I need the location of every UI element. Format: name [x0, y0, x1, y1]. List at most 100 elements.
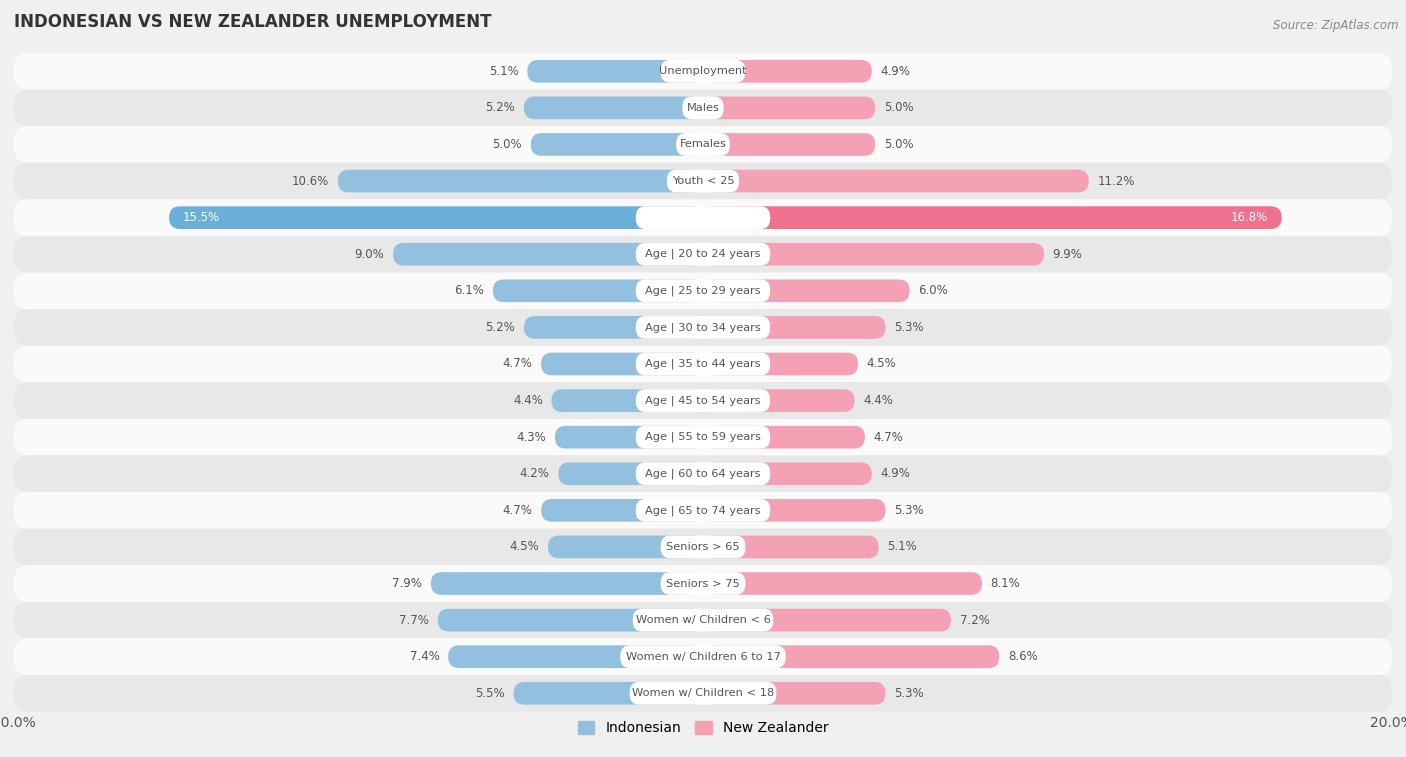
- Text: 4.7%: 4.7%: [502, 357, 533, 370]
- Text: 16.8%: 16.8%: [1230, 211, 1268, 224]
- FancyBboxPatch shape: [630, 682, 776, 705]
- FancyBboxPatch shape: [531, 133, 703, 156]
- FancyBboxPatch shape: [14, 236, 1392, 273]
- FancyBboxPatch shape: [703, 279, 910, 302]
- FancyBboxPatch shape: [527, 60, 703, 83]
- Text: 6.0%: 6.0%: [918, 285, 948, 298]
- Text: Youth < 25: Youth < 25: [672, 176, 734, 186]
- FancyBboxPatch shape: [337, 170, 703, 192]
- FancyBboxPatch shape: [551, 389, 703, 412]
- FancyBboxPatch shape: [703, 97, 875, 119]
- Text: 5.2%: 5.2%: [485, 101, 515, 114]
- FancyBboxPatch shape: [14, 89, 1392, 126]
- FancyBboxPatch shape: [703, 646, 1000, 668]
- FancyBboxPatch shape: [541, 353, 703, 375]
- Text: 5.2%: 5.2%: [485, 321, 515, 334]
- Text: 5.3%: 5.3%: [894, 321, 924, 334]
- Text: 5.5%: 5.5%: [475, 687, 505, 699]
- FancyBboxPatch shape: [703, 609, 950, 631]
- Text: Age | 45 to 54 years: Age | 45 to 54 years: [645, 395, 761, 406]
- FancyBboxPatch shape: [494, 279, 703, 302]
- FancyBboxPatch shape: [14, 309, 1392, 346]
- Text: INDONESIAN VS NEW ZEALANDER UNEMPLOYMENT: INDONESIAN VS NEW ZEALANDER UNEMPLOYMENT: [14, 13, 492, 31]
- FancyBboxPatch shape: [548, 536, 703, 558]
- FancyBboxPatch shape: [636, 243, 770, 266]
- Text: 4.9%: 4.9%: [880, 467, 910, 480]
- Text: 4.2%: 4.2%: [520, 467, 550, 480]
- Text: 6.1%: 6.1%: [454, 285, 484, 298]
- FancyBboxPatch shape: [14, 638, 1392, 675]
- FancyBboxPatch shape: [703, 682, 886, 705]
- FancyBboxPatch shape: [633, 609, 773, 631]
- FancyBboxPatch shape: [14, 126, 1392, 163]
- FancyBboxPatch shape: [703, 316, 886, 338]
- Text: Source: ZipAtlas.com: Source: ZipAtlas.com: [1274, 19, 1399, 32]
- FancyBboxPatch shape: [703, 207, 1282, 229]
- Text: Age | 60 to 64 years: Age | 60 to 64 years: [645, 469, 761, 479]
- Text: Age | 65 to 74 years: Age | 65 to 74 years: [645, 505, 761, 516]
- Text: Seniors > 75: Seniors > 75: [666, 578, 740, 588]
- FancyBboxPatch shape: [513, 682, 703, 705]
- FancyBboxPatch shape: [703, 536, 879, 558]
- FancyBboxPatch shape: [14, 565, 1392, 602]
- Text: 4.7%: 4.7%: [502, 504, 533, 517]
- FancyBboxPatch shape: [620, 646, 786, 668]
- FancyBboxPatch shape: [14, 163, 1392, 199]
- FancyBboxPatch shape: [14, 602, 1392, 638]
- Text: 5.1%: 5.1%: [489, 65, 519, 78]
- Text: Age | 30 to 34 years: Age | 30 to 34 years: [645, 322, 761, 332]
- Text: Age | 25 to 29 years: Age | 25 to 29 years: [645, 285, 761, 296]
- FancyBboxPatch shape: [703, 572, 981, 595]
- Legend: Indonesian, New Zealander: Indonesian, New Zealander: [572, 716, 834, 741]
- FancyBboxPatch shape: [676, 133, 730, 156]
- Text: Age | 35 to 44 years: Age | 35 to 44 years: [645, 359, 761, 369]
- FancyBboxPatch shape: [661, 572, 745, 595]
- Text: 5.0%: 5.0%: [884, 138, 914, 151]
- FancyBboxPatch shape: [392, 243, 703, 266]
- FancyBboxPatch shape: [555, 426, 703, 448]
- FancyBboxPatch shape: [14, 382, 1392, 419]
- FancyBboxPatch shape: [14, 528, 1392, 565]
- FancyBboxPatch shape: [437, 609, 703, 631]
- Text: Unemployment: Unemployment: [659, 67, 747, 76]
- FancyBboxPatch shape: [703, 60, 872, 83]
- FancyBboxPatch shape: [703, 389, 855, 412]
- FancyBboxPatch shape: [14, 675, 1392, 712]
- Text: 7.2%: 7.2%: [960, 614, 990, 627]
- Text: 5.0%: 5.0%: [884, 101, 914, 114]
- FancyBboxPatch shape: [703, 426, 865, 448]
- FancyBboxPatch shape: [703, 133, 875, 156]
- FancyBboxPatch shape: [14, 419, 1392, 456]
- Text: 4.4%: 4.4%: [513, 394, 543, 407]
- Text: Seniors > 65: Seniors > 65: [666, 542, 740, 552]
- Text: 15.5%: 15.5%: [183, 211, 219, 224]
- FancyBboxPatch shape: [703, 499, 886, 522]
- FancyBboxPatch shape: [524, 97, 703, 119]
- Text: Males: Males: [686, 103, 720, 113]
- FancyBboxPatch shape: [661, 536, 745, 558]
- FancyBboxPatch shape: [636, 426, 770, 448]
- Text: 8.6%: 8.6%: [1008, 650, 1038, 663]
- Text: 4.5%: 4.5%: [509, 540, 540, 553]
- FancyBboxPatch shape: [703, 243, 1045, 266]
- FancyBboxPatch shape: [14, 273, 1392, 309]
- FancyBboxPatch shape: [14, 346, 1392, 382]
- FancyBboxPatch shape: [541, 499, 703, 522]
- Text: 5.1%: 5.1%: [887, 540, 917, 553]
- FancyBboxPatch shape: [558, 463, 703, 485]
- FancyBboxPatch shape: [430, 572, 703, 595]
- FancyBboxPatch shape: [636, 353, 770, 375]
- Text: Women w/ Children < 18: Women w/ Children < 18: [631, 688, 775, 698]
- FancyBboxPatch shape: [636, 389, 770, 412]
- Text: Females: Females: [679, 139, 727, 149]
- Text: 9.9%: 9.9%: [1053, 248, 1083, 260]
- Text: Women w/ Children 6 to 17: Women w/ Children 6 to 17: [626, 652, 780, 662]
- FancyBboxPatch shape: [636, 279, 770, 302]
- Text: 4.7%: 4.7%: [873, 431, 904, 444]
- Text: 7.7%: 7.7%: [399, 614, 429, 627]
- FancyBboxPatch shape: [14, 53, 1392, 89]
- Text: 4.4%: 4.4%: [863, 394, 893, 407]
- Text: Age | 55 to 59 years: Age | 55 to 59 years: [645, 432, 761, 442]
- Text: 4.3%: 4.3%: [516, 431, 547, 444]
- Text: 8.1%: 8.1%: [991, 577, 1021, 590]
